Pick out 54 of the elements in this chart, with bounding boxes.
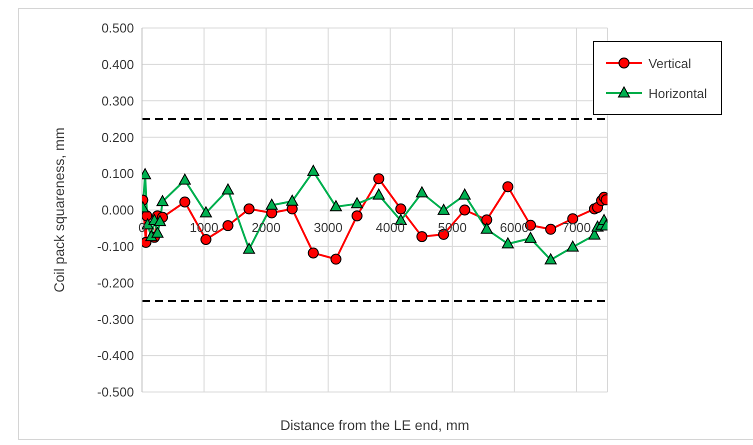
y-tick-label: -0.200 [97, 275, 134, 290]
point [308, 247, 319, 258]
point [459, 204, 470, 216]
point [307, 164, 320, 176]
point [416, 231, 428, 242]
y-tick-label: -0.400 [97, 348, 134, 364]
x-tick-label: 6000 [500, 220, 529, 235]
point [373, 173, 384, 184]
y-tick-label: 0.100 [101, 166, 134, 182]
y-tick-label: -0.300 [97, 312, 134, 327]
point [178, 174, 191, 185]
y-axis-title: Coil pack squareness, mm [50, 128, 67, 292]
x-tick-label: 3000 [314, 220, 343, 235]
y-tick-label: 0.300 [101, 93, 134, 108]
point [200, 234, 212, 245]
point [222, 220, 234, 232]
point [243, 242, 256, 254]
point [544, 253, 557, 264]
point [200, 206, 212, 218]
point [352, 210, 363, 222]
point [244, 203, 255, 214]
point [480, 222, 493, 234]
y-tick-label: 0.000 [101, 202, 134, 218]
x-tick-label: 4000 [376, 220, 405, 235]
point [416, 186, 428, 198]
point [351, 197, 364, 208]
point [481, 214, 492, 226]
y-tick-label: 0.200 [101, 130, 134, 145]
point [524, 232, 537, 243]
point [156, 195, 168, 206]
point [438, 204, 450, 215]
point [286, 194, 298, 206]
y-tick-label: -0.500 [97, 384, 134, 400]
y-tick-label: -0.100 [97, 239, 134, 254]
point [266, 198, 278, 210]
point [566, 240, 579, 252]
point [372, 188, 385, 200]
point [222, 183, 234, 194]
point [458, 188, 471, 200]
point [154, 215, 166, 226]
point [545, 224, 556, 235]
point [395, 203, 406, 214]
x-axis-title: Distance from the LE end, mm [280, 417, 470, 433]
point [502, 181, 514, 192]
point [179, 196, 190, 208]
point [502, 237, 514, 248]
point [330, 254, 342, 265]
x-tick-label: 7000 [562, 220, 591, 235]
legend-label: Horizontal [648, 86, 707, 100]
legend-label: Vertical [648, 56, 692, 70]
point [330, 200, 342, 212]
point [152, 226, 164, 238]
y-tick-label: 0.500 [101, 20, 134, 36]
y-tick-label: 0.400 [101, 57, 134, 72]
